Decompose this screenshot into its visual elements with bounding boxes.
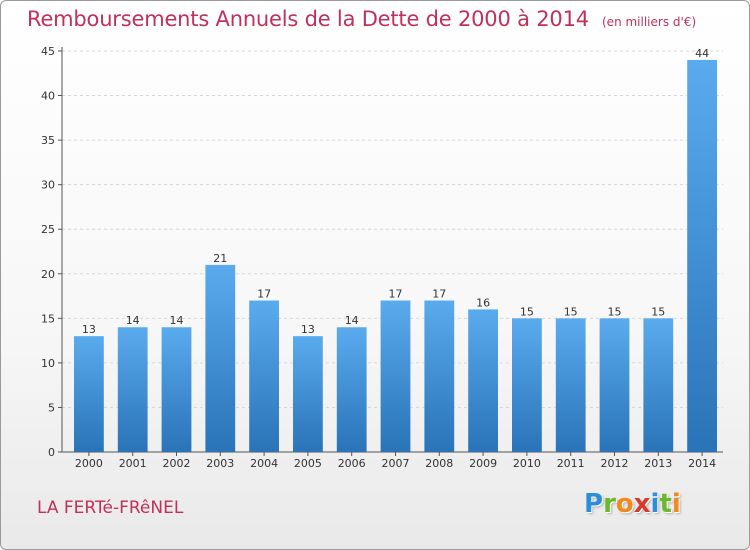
proxiti-logo[interactable]: Proxiti [584,489,681,519]
bar-2010 [512,318,542,452]
bar-2004 [249,300,279,452]
y-tick-label: 25 [41,223,55,236]
bar-2005 [293,336,323,452]
x-tick-label: 2012 [601,457,629,470]
bar-2007 [380,300,411,452]
x-tick-label: 2013 [644,457,672,470]
bar-value-label: 14 [126,314,140,327]
bars [74,59,717,453]
logo-letter: i [671,489,681,519]
bar-2008 [424,300,455,452]
bar-value-label: 16 [476,296,490,309]
bar-2012 [599,318,630,452]
x-tick-label: 2009 [469,457,497,470]
x-tick-label: 2001 [119,457,147,470]
bar-2009 [468,309,498,452]
y-tick-label: 30 [41,179,55,192]
bar-value-label: 17 [432,288,446,301]
logo-letter: P [584,489,604,519]
bar-value-label: 13 [301,323,315,336]
y-tick-label: 40 [41,90,55,103]
bar-2003 [205,264,236,452]
y-tick-label: 20 [41,268,55,281]
logo-letter: t [659,489,672,519]
logo-letter: r [603,489,616,519]
bar-value-label: 17 [389,288,403,301]
bar-value-label: 13 [82,323,96,336]
bar-2006 [336,327,367,452]
x-tick-label: 2007 [382,457,410,470]
title-row: Remboursements Annuels de la Dette de 20… [27,7,696,31]
commune-name: LA FERTé-FRêNEL [37,498,184,518]
bar-2000 [74,336,104,452]
x-tick-label: 2011 [557,457,585,470]
bar-value-label: 14 [170,314,184,327]
bar-value-label: 17 [257,288,271,301]
y-tick-label: 15 [41,312,55,325]
bar-2011 [555,318,586,452]
y-tick-label: 45 [41,45,55,58]
logo-letter: x [633,489,651,519]
bar-value-label: 14 [345,314,359,327]
bar-value-label: 15 [651,305,665,318]
x-tick-label: 2006 [338,457,366,470]
y-tick-label: 35 [41,134,55,147]
x-tick-label: 2008 [425,457,453,470]
bar-labels: 13 14 14 21 17 13 14 17 17 16 15 15 15 15 44 [82,47,709,336]
x-tick-label: 2002 [163,457,191,470]
x-tick-label: 2010 [513,457,541,470]
bar-chart: 13 14 14 21 17 13 14 17 17 16 15 15 15 15 44 0 5 10 15 20 2… [41,45,723,470]
x-tick-label: 2003 [206,457,234,470]
bar-value-label: 15 [564,305,578,318]
chart-title: Remboursements Annuels de la Dette de 20… [27,7,589,31]
y-tick-label: 5 [48,401,55,414]
x-tick-label: 2014 [688,457,716,470]
y-tick-label: 0 [48,446,55,459]
y-tick-labels: 0 5 10 15 20 25 30 35 40 45 [41,45,55,459]
bar-value-label: 21 [213,252,227,265]
logo-letter: i [650,489,660,519]
bar-value-label: 15 [520,305,534,318]
x-tick-label: 2000 [75,457,103,470]
x-tick-label: 2005 [294,457,322,470]
bar-value-label: 15 [608,305,622,318]
x-tick-labels: 2000 2001 2002 2003 2004 2005 2006 2007 2008 2009… [75,457,716,470]
chart-unit: (en milliers d'€) [602,15,697,29]
logo-letter: o [615,489,634,519]
bar-value-label: 44 [695,47,709,60]
y-tick-label: 10 [41,357,55,370]
bar-2014 [687,59,717,453]
x-tick-label: 2004 [250,457,278,470]
bar-2001 [117,327,148,452]
bar-2013 [643,318,674,452]
bar-2002 [161,327,192,452]
